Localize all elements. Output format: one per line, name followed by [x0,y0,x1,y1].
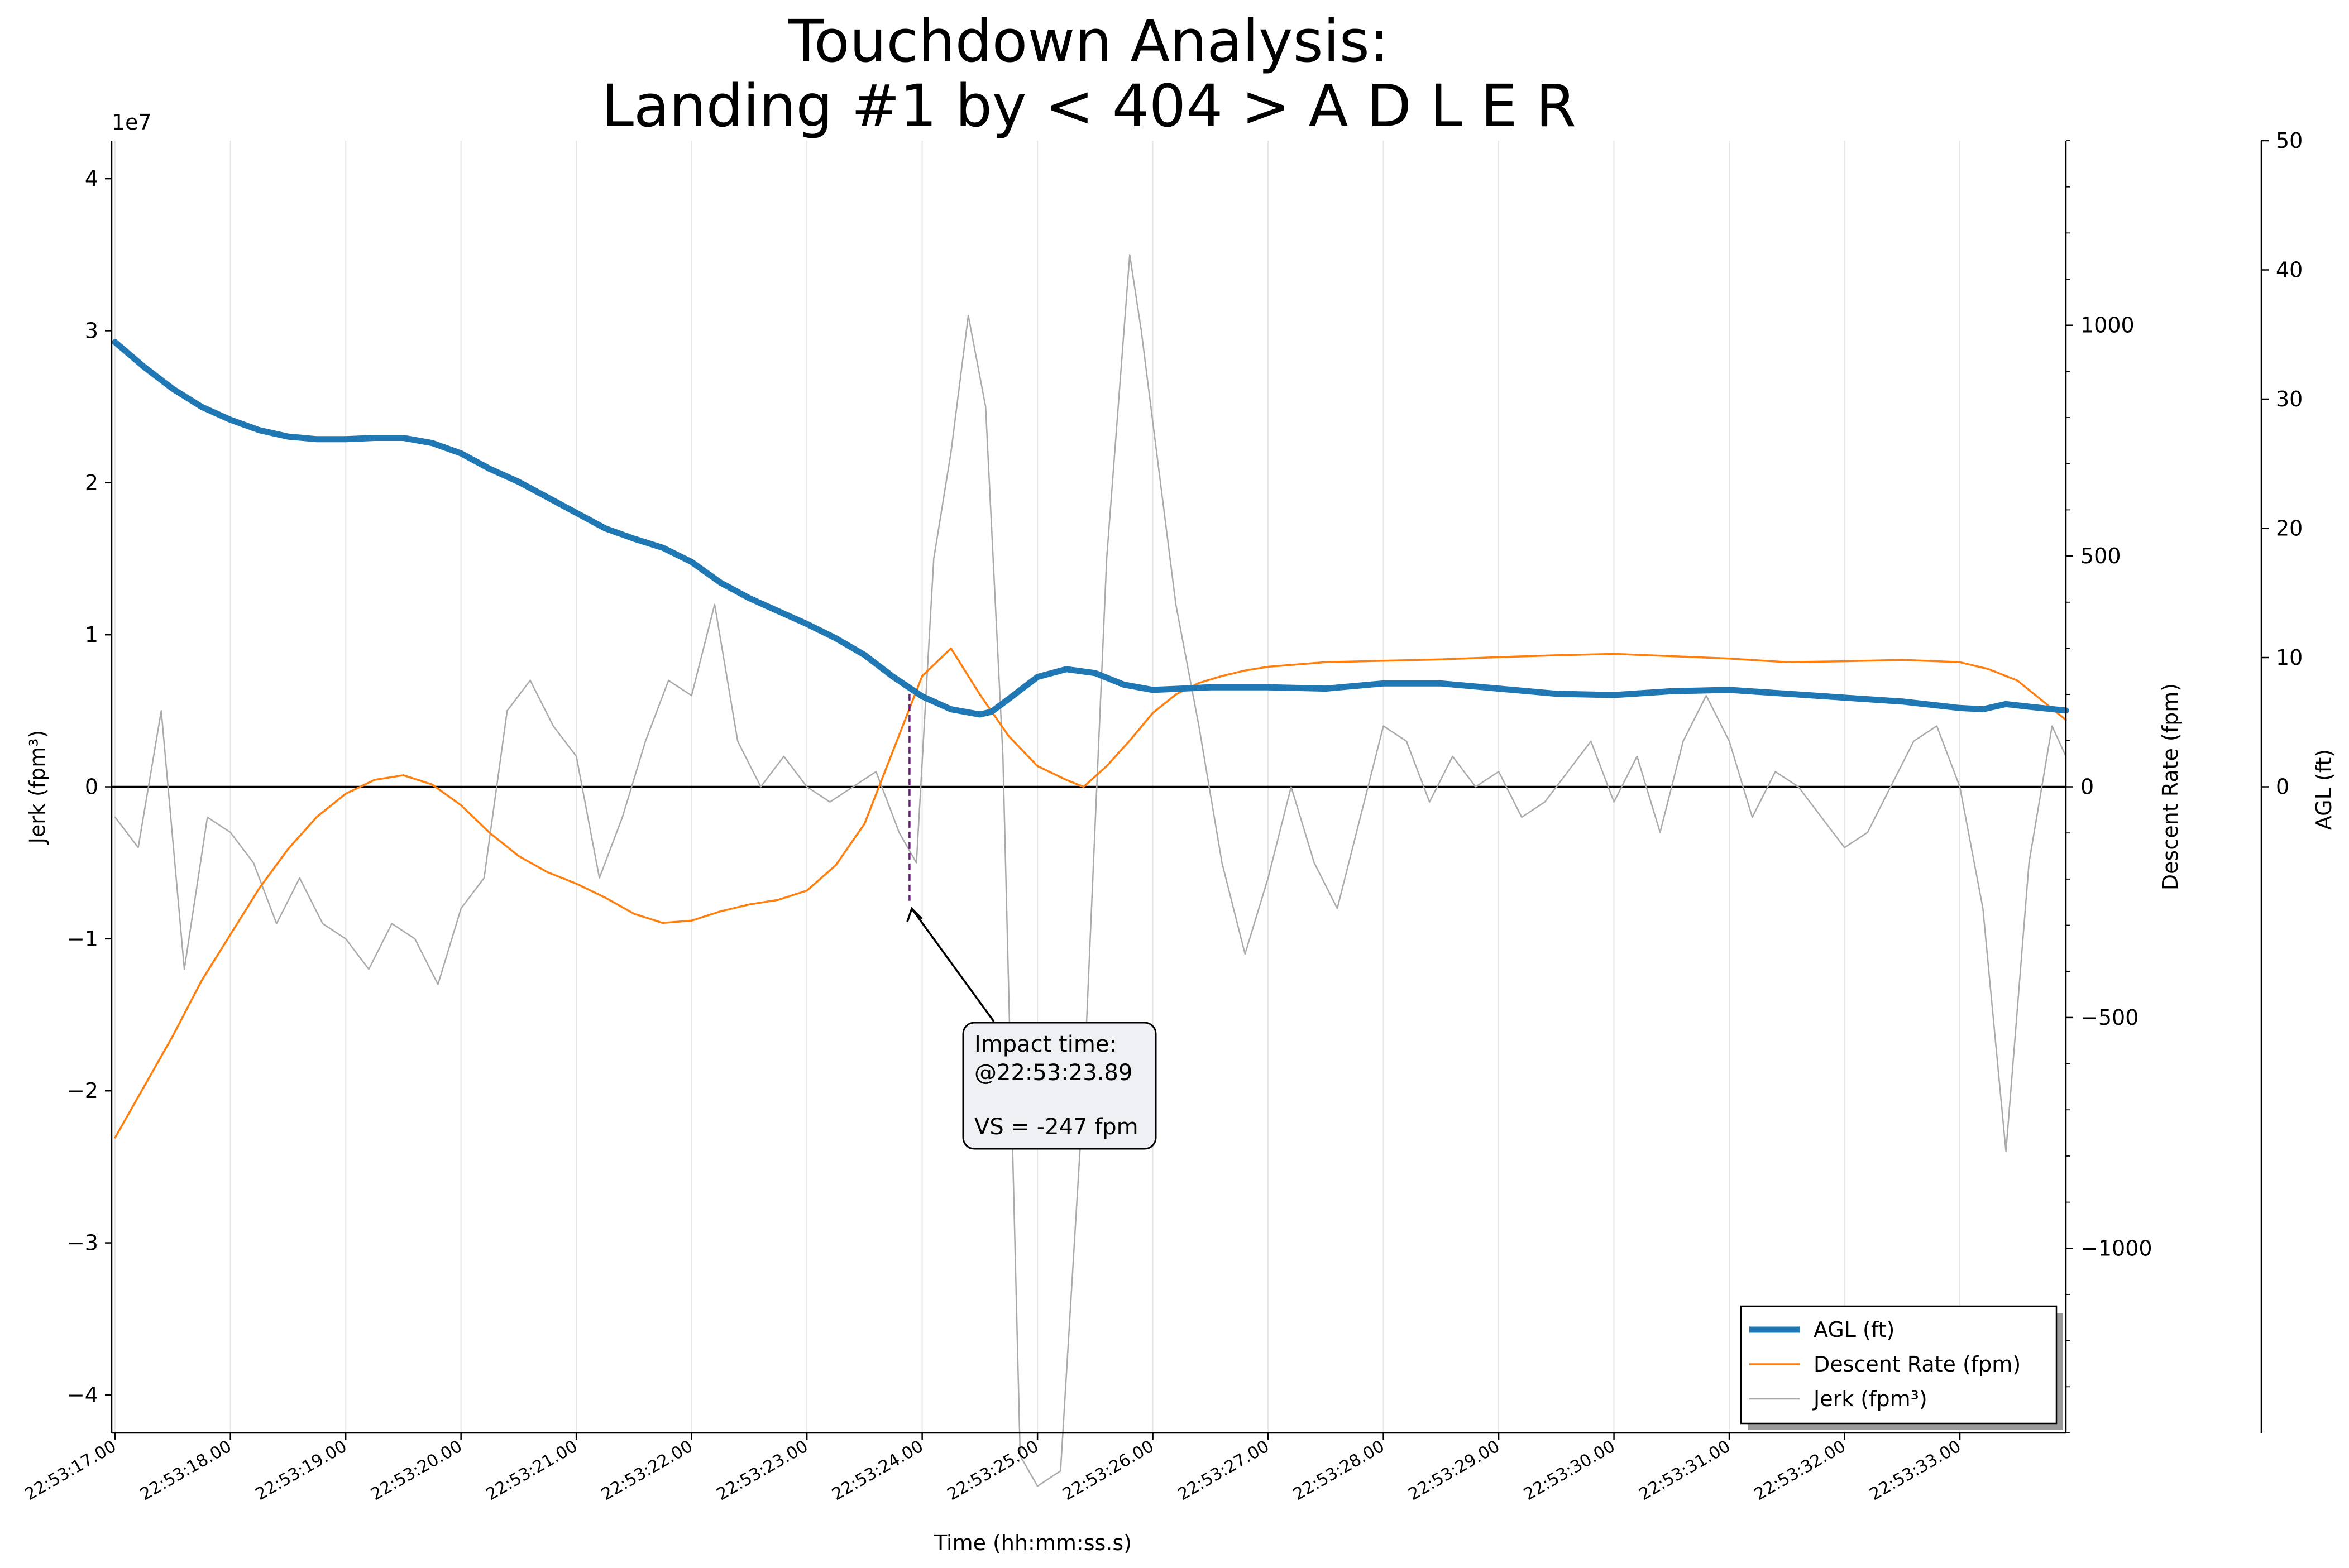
impact-annotation: Impact time: @22:53:23.89 VS = -247 fpm [906,693,1157,1150]
legend-label-agl: AGL (ft) [1814,1317,1894,1342]
jerk-tick-label: 4 [85,166,98,191]
descent-tick-label: 1000 [2080,313,2135,338]
impact-text-line3: VS = -247 fpm [974,1114,1138,1140]
descent-tick-label: 500 [2080,544,2121,568]
impact-text-line2: @22:53:23.89 [974,1060,1132,1086]
x-tick-label: 22:53:21.00 [483,1437,581,1505]
x-tick-label: 22:53:28.00 [1290,1437,1388,1505]
series-line-agl [112,339,2069,718]
descent-axis-label: Descent Rate (fpm) [2158,683,2183,890]
x-axis-label: Time (hh:mm:ss.s) [934,1531,1132,1555]
chart-title-line1: Touchdown Analysis: [788,7,1389,75]
x-tick-label: 22:53:30.00 [1520,1437,1619,1505]
x-gridlines [112,141,2066,1433]
chart-legend: AGL (ft) Descent Rate (fpm) Jerk (fpm³) [1740,1305,2063,1430]
jerk-tick-label: −2 [67,1078,98,1103]
x-tick-label: 22:53:22.00 [598,1437,696,1505]
x-tick-label: 22:53:32.00 [1751,1437,1849,1505]
x-tick-label: 22:53:25.00 [944,1437,1042,1505]
legend-label-jerk: Jerk (fpm³) [1812,1387,1927,1411]
descent-tick-label: −500 [2080,1005,2139,1030]
impact-arrow [911,908,995,1023]
jerk-axis-label: Jerk (fpm³) [25,730,50,845]
impact-box [962,1022,1157,1150]
x-tick-label: 22:53:20.00 [367,1437,466,1505]
descent-tick-label: 0 [2080,775,2094,799]
x-tick-label: 22:53:33.00 [1867,1437,1965,1505]
agl-tick-label: 20 [2276,516,2303,541]
agl-tick-label: 0 [2276,775,2289,799]
chart-title-line2: Landing #1 by < 404 > A D L E R [601,72,1576,140]
impact-arrow-head [906,907,923,923]
x-tick-label: 22:53:29.00 [1405,1437,1504,1505]
x-tick-label: 22:53:26.00 [1059,1437,1157,1505]
impact-text-line1: Impact time: [974,1032,1117,1057]
descent-tick-label: −1000 [2080,1236,2152,1260]
series-layer [112,254,2069,1487]
jerk-tick-label: −1 [67,927,98,951]
agl-axis-label: AGL (ft) [2312,749,2336,830]
series-line-descent [114,647,2067,1139]
jerk-tick-label: 2 [85,471,98,495]
x-tick-label: 22:53:19.00 [252,1437,351,1505]
x-tick-label: 22:53:17.00 [22,1437,120,1505]
x-tick-label: 22:53:18.00 [137,1437,235,1505]
agl-tick-label: 40 [2276,258,2303,282]
legend-label-descent: Descent Rate (fpm) [1814,1352,2021,1377]
x-tick-label: 22:53:27.00 [1175,1437,1273,1505]
jerk-tick-label: 1 [85,622,98,647]
jerk-offset-label: 1e7 [112,110,152,135]
agl-tick-label: 50 [2276,128,2303,153]
jerk-tick-label: −4 [67,1383,98,1407]
jerk-tick-label: −3 [67,1231,98,1255]
jerk-tick-label: 3 [85,318,98,343]
agl-tick-label: 30 [2276,387,2303,411]
agl-tick-label: 10 [2276,645,2303,670]
x-tick-label: 22:53:23.00 [714,1437,812,1505]
x-tick-label: 22:53:31.00 [1636,1437,1734,1505]
x-tick-label: 22:53:24.00 [829,1437,927,1505]
jerk-tick-label: 0 [85,775,98,799]
